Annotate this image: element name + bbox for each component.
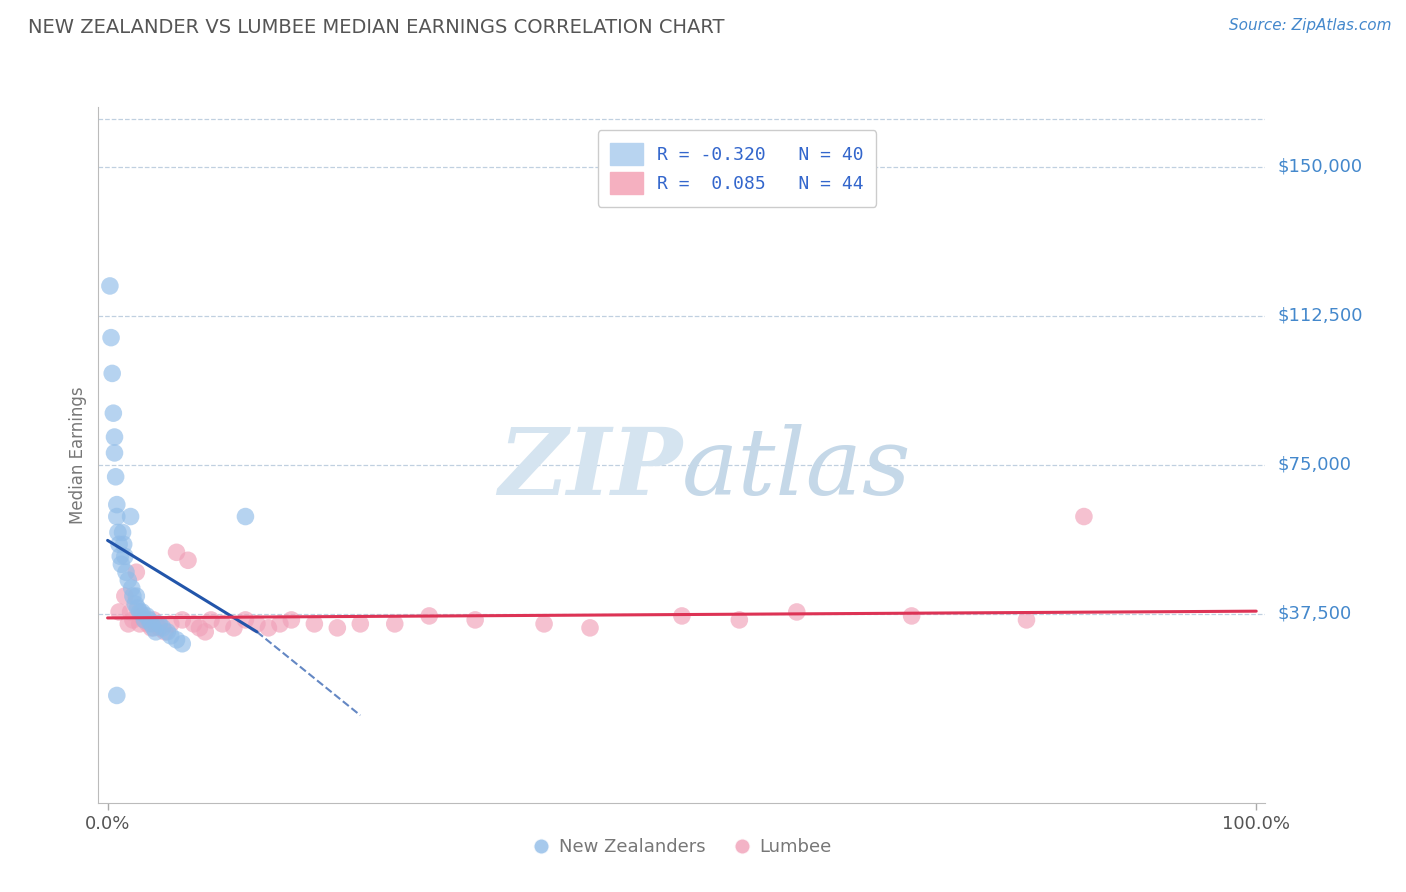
Point [142,621,165,635]
Point [107,525,129,540]
Point [183,616,205,631]
Point [177,553,200,567]
Point [105,509,128,524]
Point [117,616,139,631]
Point [103,446,125,460]
Point [127,601,149,615]
Point [1073,509,1095,524]
Point [235,613,257,627]
Point [246,616,269,631]
Point [103,406,125,420]
Point [100,331,122,345]
Point [148,616,170,631]
Point [134,613,156,627]
Point [131,609,153,624]
Point [131,605,153,619]
Point [108,605,131,619]
Point [533,616,555,631]
Point [166,632,188,647]
Point [145,624,167,639]
Point [148,621,170,635]
Point [120,509,142,524]
Point [211,616,233,631]
Point [145,616,167,631]
Text: $112,500: $112,500 [1277,307,1362,325]
Point [121,581,143,595]
Point [105,689,128,703]
Point [166,545,188,559]
Point [786,605,808,619]
Point [194,624,217,639]
Point [136,616,159,631]
Point [108,537,131,551]
Y-axis label: Median Earnings: Median Earnings [69,386,87,524]
Point [153,624,176,639]
Point [326,621,349,635]
Point [579,621,602,635]
Point [141,621,163,635]
Point [98,279,121,293]
Point [125,589,148,603]
Point [900,609,922,624]
Point [122,589,145,603]
Point [120,605,142,619]
Point [114,549,136,564]
Point [111,525,134,540]
Text: $150,000: $150,000 [1277,158,1362,176]
Text: ZIP: ZIP [498,424,682,514]
Legend: New Zealanders, Lumbee: New Zealanders, Lumbee [524,831,839,863]
Point [141,616,163,631]
Point [671,609,693,624]
Point [200,613,222,627]
Point [1015,613,1038,627]
Point [159,616,181,631]
Point [418,609,440,624]
Point [110,558,132,572]
Point [384,616,406,631]
Point [172,613,194,627]
Point [464,613,486,627]
Point [728,613,751,627]
Point [112,537,135,551]
Point [142,613,165,627]
Point [105,498,128,512]
Point [235,509,257,524]
Point [124,597,146,611]
Point [152,621,174,635]
Point [114,589,136,603]
Point [128,605,150,619]
Point [125,565,148,579]
Point [104,470,127,484]
Point [135,609,157,624]
Point [280,613,302,627]
Point [188,621,211,635]
Point [156,624,179,639]
Point [128,616,150,631]
Point [134,613,156,627]
Text: NEW ZEALANDER VS LUMBEE MEDIAN EARNINGS CORRELATION CHART: NEW ZEALANDER VS LUMBEE MEDIAN EARNINGS … [28,18,724,37]
Point [110,549,132,564]
Text: $37,500: $37,500 [1277,605,1351,623]
Point [257,621,280,635]
Point [138,613,160,627]
Point [103,430,125,444]
Point [159,629,181,643]
Point [115,565,138,579]
Text: atlas: atlas [682,424,911,514]
Point [349,616,371,631]
Point [304,616,326,631]
Text: Source: ZipAtlas.com: Source: ZipAtlas.com [1229,18,1392,33]
Point [101,367,124,381]
Point [172,637,194,651]
Text: $75,000: $75,000 [1277,456,1351,474]
Point [117,573,139,587]
Point [122,613,145,627]
Point [269,616,291,631]
Point [222,621,245,635]
